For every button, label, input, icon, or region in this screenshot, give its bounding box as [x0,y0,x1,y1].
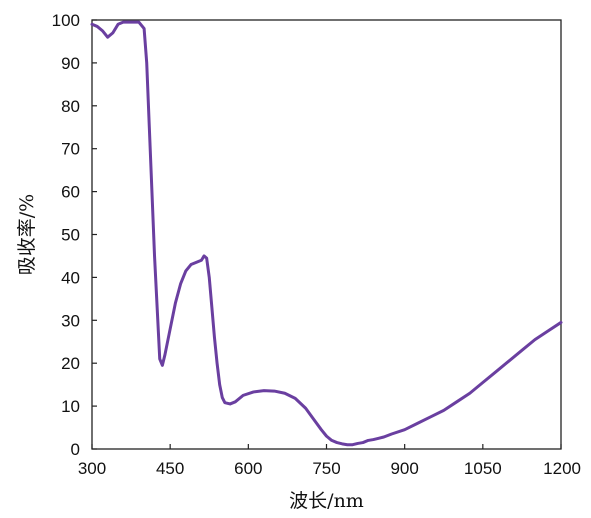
y-tick-label: 90 [61,54,80,73]
x-tick-label: 1050 [464,459,502,478]
x-tick-label: 750 [312,459,340,478]
x-axis-title: 波长/nm [289,490,364,512]
y-tick-label: 60 [61,183,80,202]
x-tick-label: 1200 [543,459,581,478]
y-tick-label: 80 [61,97,80,116]
y-tick-label: 50 [61,226,80,245]
x-tick-label: 900 [390,459,418,478]
plot-border [91,19,562,450]
y-tick-label: 30 [61,311,80,330]
x-axis-ticks: 300 450 600 750 900 1050 1200 [78,444,581,478]
y-tick-label: 0 [71,440,80,459]
x-tick-label: 600 [234,459,262,478]
y-tick-label: 40 [61,268,80,287]
y-axis-title: 吸收率/% [16,194,38,275]
y-axis-ticks: 0 10 20 30 40 50 60 70 80 90 100 [52,11,97,459]
x-tick-label: 300 [78,459,106,478]
y-tick-label: 20 [61,354,80,373]
absorption-series-line [90,20,563,447]
plot-frame [91,19,562,450]
y-tick-label: 70 [61,140,80,159]
y-tick-label: 100 [52,11,80,30]
x-tick-label: 450 [156,459,184,478]
y-tick-label: 10 [61,397,80,416]
